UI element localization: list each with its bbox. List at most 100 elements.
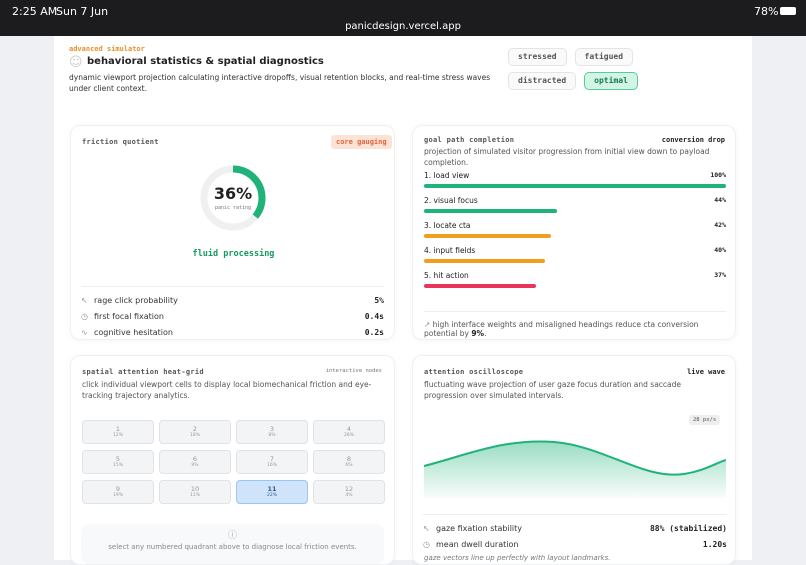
wave — [424, 440, 726, 498]
cell-value: 9% — [191, 463, 199, 468]
metric-row: ∿ cognitive hesitation 0.2s — [81, 324, 384, 340]
step-bar — [424, 259, 545, 263]
gauge-caption: panic rating — [214, 205, 252, 211]
description: dynamic viewport projection calculating … — [69, 73, 491, 93]
cell-id: 4 — [346, 425, 352, 433]
heat-cell[interactable]: 1 12% — [82, 420, 154, 444]
badge: conversion drop — [661, 136, 725, 144]
cell-id: 9 — [115, 485, 121, 493]
metric-name: gaze fixation stability — [436, 523, 523, 533]
heat-cell[interactable]: 9 19% — [82, 480, 154, 504]
step-name: 3. locate cta — [424, 221, 471, 230]
goal-card: goal path completion conversion drop pro… — [412, 125, 736, 340]
metric-value: 0.4s — [364, 311, 384, 321]
metric-icon: ↖ — [423, 523, 430, 533]
metric-icon: ↖ — [81, 295, 88, 305]
cell-id: 7 — [269, 455, 275, 463]
card-title: goal path completion — [424, 136, 515, 144]
heat-cell[interactable]: 12 4% — [313, 480, 385, 504]
description: fluctuating wave projection of user gaze… — [424, 380, 682, 400]
time: 2:25 AM — [12, 5, 58, 18]
step-list: 1. load view 100% 2. visual focus 44% 3. loc… — [424, 171, 726, 296]
badge: core gauging — [331, 135, 392, 149]
cell-value: 11% — [189, 493, 200, 498]
metric-list: ↖ gaze fixation stability 88% (stabilized)… — [423, 514, 727, 552]
gauge-label: 36% — [213, 184, 253, 203]
metric-name: rage click probability — [94, 295, 178, 305]
metric-name: first focal fixation — [94, 311, 164, 321]
cell-id: 11 — [267, 485, 277, 493]
hint: select any numbered quadrant above to di… — [108, 543, 357, 551]
mode-button[interactable]: optimal — [584, 72, 638, 90]
card-title: attention oscilloscope — [424, 368, 524, 376]
metric-value: 88% (stabilized) — [649, 523, 727, 533]
step-bar — [424, 184, 726, 188]
heat-cell[interactable]: 3 8% — [236, 420, 308, 444]
url[interactable]: panicdesign.vercel.app — [345, 21, 461, 32]
step: 5. hit action 37% — [424, 271, 726, 296]
status-bar: 2:25 AM Sun 7 Jun 78% panicdesign.vercel… — [0, 0, 806, 36]
step-value: 44% — [714, 196, 726, 204]
heat-cell[interactable]: 11 22% — [236, 480, 308, 504]
note-text: high interface weights and misaligned he… — [424, 320, 699, 338]
metric-list: ↖ rage click probability 5% ◷ first focal fi… — [81, 286, 384, 340]
header-card: advanced simulator ☺ behavioral statisti… — [56, 40, 736, 96]
step-name: 2. visual focus — [424, 196, 478, 205]
cell-id: 2 — [192, 425, 198, 433]
gauge — [200, 165, 266, 231]
step: 2. visual focus 44% — [424, 196, 726, 221]
metric-row: ↖ gaze fixation stability 88% (stabilized) — [423, 520, 727, 536]
step-name: 4. input fields — [424, 246, 476, 255]
wave-line — [424, 440, 726, 476]
step-value: 42% — [714, 221, 726, 229]
step-bar — [424, 234, 551, 238]
step: 4. input fields 40% — [424, 246, 726, 271]
cell-value: 15% — [112, 463, 123, 468]
eyebrow: advanced simulator — [69, 45, 145, 53]
step-head: 5. hit action 37% — [424, 271, 726, 280]
heat-card: spatial attention heat-grid interactive … — [70, 355, 395, 565]
heat-cell[interactable]: 10 11% — [159, 480, 231, 504]
metric-value: 5% — [374, 295, 384, 305]
wave-area — [424, 441, 726, 498]
cell-id: 10 — [190, 485, 200, 493]
cell-value: 16% — [266, 463, 277, 468]
cell-value: 28% — [343, 433, 354, 438]
footer: gaze vectors line up perfectly with layo… — [424, 554, 611, 562]
step-value: 37% — [714, 271, 726, 279]
date: Sun 7 Jun — [56, 5, 109, 18]
step: 1. load view 100% — [424, 171, 726, 196]
step-bar — [424, 209, 557, 213]
mode-button[interactable]: stressed — [508, 48, 567, 66]
cell-id: 1 — [115, 425, 121, 433]
mode-button[interactable]: distracted — [508, 72, 577, 90]
heat-cell[interactable]: 7 16% — [236, 450, 308, 474]
metric-icon: ∿ — [81, 327, 88, 337]
mode-group: stressed fatigued distracted optimal — [508, 48, 708, 90]
note-end: . — [484, 329, 487, 338]
metric-row: ↖ rage click probability 5% — [81, 292, 384, 308]
heat-cell[interactable]: 2 18% — [159, 420, 231, 444]
step-head: 3. locate cta 42% — [424, 221, 726, 230]
heat-grid: 1 12% 2 18% 3 8% 4 28% 5 15% 6 9% 7 16% 8 6% 9 19% 10 11% 11… — [82, 420, 385, 504]
description: click individual viewport cells to displ… — [82, 380, 372, 400]
heat-cell[interactable]: 6 9% — [159, 450, 231, 474]
oscilloscope-card: attention oscilloscope live wave fluctua… — [412, 355, 736, 565]
cell-value: 12% — [112, 433, 123, 438]
metric-value: 1.20s — [702, 539, 727, 549]
metric-row: ◷ mean dwell duration 1.20s — [423, 536, 727, 552]
cell-id: 8 — [346, 455, 352, 463]
metric-row: ◷ first focal fixation 0.4s — [81, 308, 384, 324]
heat-cell[interactable]: 4 28% — [313, 420, 385, 444]
mode-button[interactable]: fatigued — [574, 48, 634, 66]
speed: 28 px/s — [689, 415, 721, 425]
cell-id: 6 — [192, 455, 198, 463]
card-title: friction quotient — [82, 138, 159, 146]
step-name: 1. load view — [424, 171, 470, 180]
heat-cell[interactable]: 8 6% — [313, 450, 385, 474]
cell-id: 3 — [269, 425, 275, 433]
heat-cell[interactable]: 5 15% — [82, 450, 154, 474]
cell-value: 18% — [189, 433, 200, 438]
cell-value: 6% — [345, 463, 353, 468]
cell-value: 19% — [112, 493, 123, 498]
